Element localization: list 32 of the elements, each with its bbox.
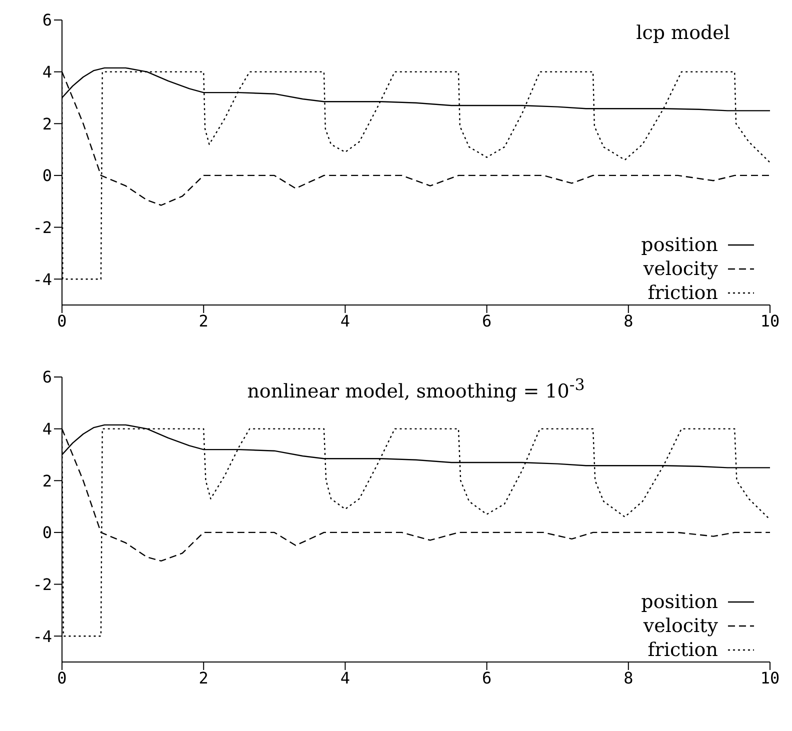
x-tick-label: 2: [198, 311, 208, 330]
x-tick-label: 4: [340, 311, 350, 330]
y-tick-label: -2: [32, 574, 52, 594]
legend-label: velocity: [643, 614, 718, 638]
x-tick-label: 2: [198, 668, 208, 688]
x-tick-label: 6: [482, 668, 492, 688]
y-tick-label: 2: [42, 471, 52, 490]
x-tick-label: 8: [624, 311, 634, 330]
y-tick-label: -4: [32, 626, 52, 646]
chart-title: lcp model: [636, 22, 730, 44]
legend-label: friction: [648, 638, 718, 662]
y-tick-label: 0: [42, 166, 52, 186]
legend-label: position: [641, 590, 718, 614]
x-tick-label: 10: [760, 311, 780, 330]
legend-label: position: [641, 233, 718, 257]
y-tick-label: 4: [42, 62, 52, 82]
x-tick-label: 0: [57, 668, 67, 688]
y-tick-label: 6: [42, 10, 52, 30]
x-tick-label: 6: [482, 311, 492, 330]
y-tick-label: 6: [42, 368, 52, 387]
x-tick-label: 4: [340, 668, 350, 688]
x-tick-label: 10: [760, 668, 780, 688]
x-tick-label: 0: [57, 311, 67, 330]
legend-label: friction: [648, 281, 718, 305]
chart-title: nonlinear model, smoothing = 10$^{-3}$: [246, 375, 586, 402]
y-tick-label: 0: [42, 523, 52, 542]
x-tick-label: 8: [624, 668, 634, 688]
y-tick-label: -4: [32, 270, 52, 289]
legend-label: velocity: [643, 257, 718, 281]
y-tick-label: 2: [42, 114, 52, 134]
y-tick-label: 4: [42, 420, 52, 438]
y-tick-label: -2: [32, 218, 52, 237]
